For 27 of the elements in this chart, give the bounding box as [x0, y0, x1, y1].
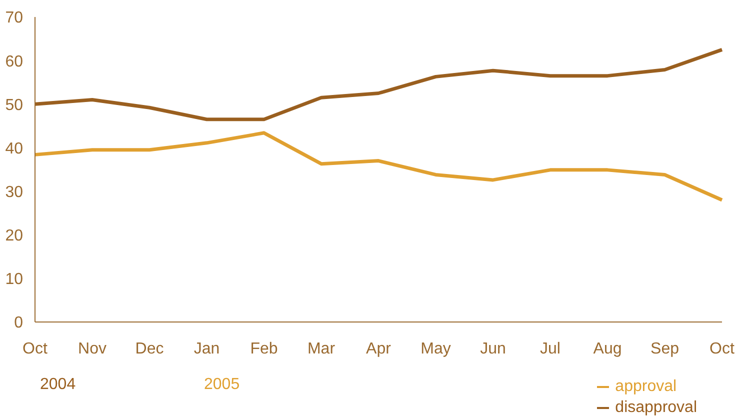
y-tick-label: 0 [14, 314, 24, 332]
x-tick-label: Mar [307, 340, 336, 358]
line-series [33, 48, 724, 122]
x-tick-label: Aug [593, 340, 622, 358]
x-tick-label: Nov [78, 340, 106, 358]
x-tick-label: Dec [135, 340, 164, 358]
x-tick-label: Jul [540, 340, 560, 358]
x-tick-label: Jan [194, 340, 220, 358]
x-tick-label: Apr [366, 340, 392, 358]
x-tick-label: May [420, 340, 451, 358]
y-tick-label: 30 [5, 184, 24, 201]
legend-label: approval [615, 378, 677, 395]
y-tick-label: 50 [5, 96, 24, 114]
y-tick-label: 60 [5, 53, 24, 70]
x-tick-label: Oct [710, 340, 735, 358]
line-series [33, 131, 724, 202]
y-tick-label: 40 [5, 140, 24, 158]
x-tick-label: Oct [22, 340, 48, 358]
y-tick-label: 20 [5, 228, 24, 245]
x-tick-label: Jun [480, 340, 506, 358]
x-tick-label: Feb [250, 340, 278, 358]
x-tick-label: Sep [650, 340, 680, 358]
text: 2004 [40, 376, 76, 394]
text: 2005 [204, 376, 240, 394]
legend-label: disapproval [615, 399, 697, 416]
y-tick-label: 10 [5, 271, 24, 288]
y-tick-label: 70 [5, 10, 24, 27]
